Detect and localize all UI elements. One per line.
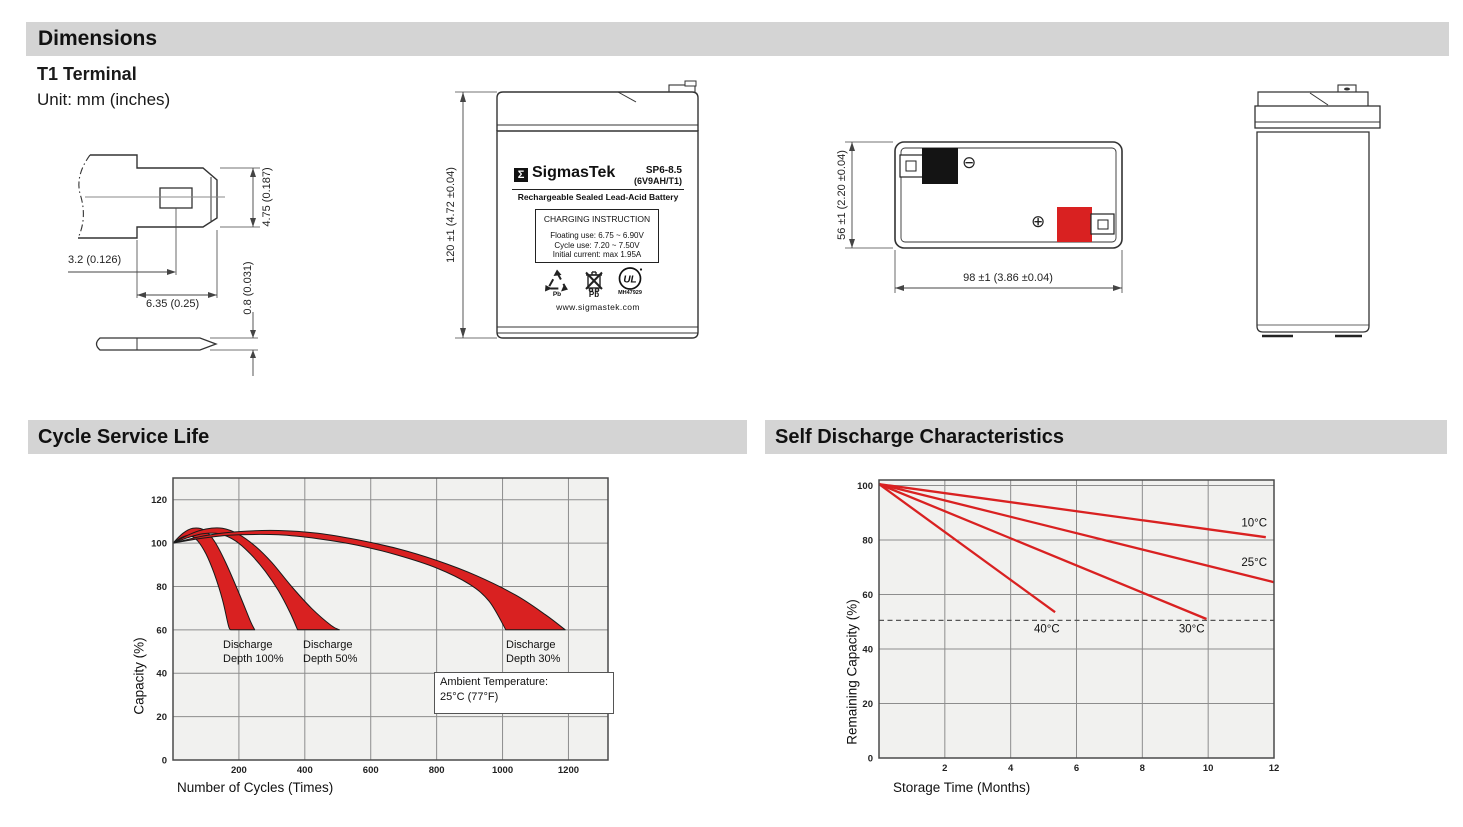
- band-label-line: Depth 30%: [506, 653, 561, 665]
- battery-side-view-drawing: [1254, 84, 1381, 338]
- svg-text:60: 60: [156, 625, 167, 636]
- dim-top-depth: 56 ±1 (2.20 ±0.04): [836, 150, 848, 240]
- dim-tab-width: 4.75 (0.187): [261, 167, 273, 227]
- band-label-line: Discharge: [223, 639, 273, 651]
- svg-text:6: 6: [1074, 763, 1079, 774]
- battery-rating: (6V9AH/T1): [633, 176, 682, 186]
- model-number: SP6-8.5: [645, 165, 682, 176]
- ul-mark-text: UL: [623, 275, 636, 286]
- svg-text:100: 100: [857, 481, 873, 492]
- ambient-note-line: 25°C (77°F): [440, 691, 499, 703]
- website-text: www.sigmastek.com: [556, 302, 640, 312]
- dim-hole-offset: 3.2 (0.126): [68, 254, 122, 266]
- section-title: Dimensions: [38, 27, 158, 50]
- negative-terminal-symbol: ⊖: [962, 153, 977, 172]
- svg-text:200: 200: [231, 765, 247, 776]
- terminal-detail-drawing: [68, 154, 260, 376]
- band-label-line: Discharge: [303, 639, 353, 651]
- cycle-xaxis-title: Number of Cycles (Times): [177, 780, 334, 795]
- charging-instruction-box: CHARGING INSTRUCTION Floating use: 6.75 …: [535, 209, 659, 263]
- sigma-logo-icon: Σ: [514, 168, 528, 182]
- ambient-note-line: Ambient Temperature:: [440, 676, 549, 688]
- band-label-line: Depth 50%: [303, 653, 358, 665]
- label-divider: [512, 189, 684, 190]
- svg-text:0: 0: [868, 754, 873, 765]
- svg-text:400: 400: [297, 765, 313, 776]
- battery-top-view-drawing: [845, 141, 1123, 293]
- svg-text:20: 20: [156, 712, 167, 723]
- svg-text:30°C: 30°C: [1179, 624, 1205, 636]
- discharge-yaxis-title: Remaining Capacity (%): [844, 599, 860, 745]
- cycle-life-plot: 200 400 600 800 1000 1200 0 20 40 60 80 100 120: [151, 477, 609, 776]
- charging-cycle-use: Cycle use: 7.20 ~ 7.50V: [554, 240, 640, 250]
- sigma-glyph: Σ: [517, 169, 525, 181]
- crossed-bin-icon: [585, 271, 603, 293]
- svg-text:1200: 1200: [558, 765, 579, 776]
- self-discharge-plot: 40°C 30°C 25°C 10°C 2 4 6 8 10 12 0 20 40 60 80 100: [857, 479, 1280, 774]
- unit-note: Unit: mm (inches): [37, 90, 171, 109]
- svg-text:40: 40: [862, 644, 873, 655]
- svg-text:40: 40: [156, 669, 167, 680]
- cycle-yaxis-title: Capacity (%): [131, 637, 147, 715]
- svg-text:10: 10: [1203, 763, 1214, 774]
- charging-title: CHARGING INSTRUCTION: [543, 214, 651, 224]
- section-header-dimensions: Dimensions: [26, 22, 1449, 56]
- section-header-cycle-life: Cycle Service Life: [28, 420, 747, 454]
- band-label-depth-100: Discharge Depth 100%: [223, 638, 284, 666]
- pb-bin-label: Pb: [588, 290, 600, 299]
- band-label-line: Discharge: [506, 639, 556, 651]
- svg-text:120: 120: [151, 495, 167, 506]
- dim-front-height: 120 ±1 (4.72 ±0.04): [445, 167, 457, 263]
- svg-text:10°C: 10°C: [1241, 517, 1267, 529]
- svg-text:80: 80: [862, 535, 873, 546]
- brand-name: SigmasTek: [532, 164, 616, 181]
- ul-file-number: MH47929: [618, 290, 642, 296]
- pb-recycle-label: Pb: [552, 291, 562, 298]
- cycle-service-life-chart: 200 400 600 800 1000 1200 0 20 40 60 80 100 120 Disc…: [120, 466, 660, 816]
- dim-tab-length: 6.35 (0.25): [146, 298, 200, 310]
- band-label-depth-50: Discharge Depth 50%: [303, 638, 357, 666]
- svg-text:100: 100: [151, 539, 167, 550]
- dim-tab-thickness: 0.8 (0.031): [242, 261, 254, 315]
- svg-text:12: 12: [1269, 763, 1280, 774]
- ambient-temperature-note: Ambient Temperature: 25°C (77°F): [434, 672, 614, 714]
- positive-terminal-symbol: ⊕: [1031, 212, 1046, 231]
- svg-text:40°C: 40°C: [1034, 624, 1060, 636]
- terminal-type-title: T1 Terminal: [37, 64, 137, 84]
- band-label-line: Depth 100%: [223, 653, 284, 665]
- ul-certification-icon: UL: [618, 267, 643, 290]
- svg-text:80: 80: [156, 582, 167, 593]
- band-label-depth-30: Discharge Depth 30%: [506, 638, 560, 666]
- svg-text:800: 800: [429, 765, 445, 776]
- svg-text:2: 2: [942, 763, 947, 774]
- svg-text:0: 0: [162, 756, 167, 767]
- svg-text:1000: 1000: [492, 765, 513, 776]
- charging-initial-current: Initial current: max 1.95A: [552, 250, 642, 259]
- charging-floating-use: Floating use: 6.75 ~ 6.90V: [550, 231, 644, 240]
- battery-type-text: Rechargeable Sealed Lead-Acid Battery: [517, 192, 679, 202]
- section-title: Cycle Service Life: [38, 425, 210, 448]
- svg-text:25°C: 25°C: [1241, 557, 1267, 569]
- section-title: Self Discharge Characteristics: [775, 425, 1065, 448]
- discharge-xaxis-title: Storage Time (Months): [893, 780, 1031, 795]
- svg-text:8: 8: [1140, 763, 1145, 774]
- svg-text:60: 60: [862, 590, 873, 601]
- svg-text:20: 20: [862, 699, 873, 710]
- svg-text:600: 600: [363, 765, 379, 776]
- svg-text:4: 4: [1008, 763, 1014, 774]
- dim-top-width: 98 ±1 (3.86 ±0.04): [963, 272, 1053, 284]
- self-discharge-chart: 40°C 30°C 25°C 10°C 2 4 6 8 10 12 0 20 40 60 80 100 Sto…: [826, 466, 1366, 816]
- recycle-icon: [545, 269, 568, 292]
- section-header-self-discharge: Self Discharge Characteristics: [765, 420, 1447, 454]
